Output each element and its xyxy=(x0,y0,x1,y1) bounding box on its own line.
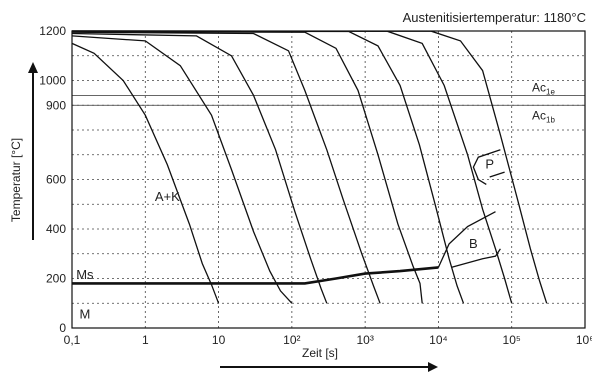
y-axis-arrow xyxy=(28,62,38,240)
y-tick-label: 200 xyxy=(46,272,66,286)
chart-title: Austenitisiertemperatur: 1180°C xyxy=(403,10,586,25)
y-tick-label: 900 xyxy=(46,98,66,112)
y-tick-label: 600 xyxy=(46,173,66,187)
cooling-curve xyxy=(71,30,513,304)
cooling-curve xyxy=(71,35,293,304)
x-tick-label: 0,1 xyxy=(64,333,81,347)
x-tick-label: 10⁶ xyxy=(576,333,592,347)
x-tick-label: 10³ xyxy=(356,333,373,347)
phase-boundary-b-end xyxy=(451,248,501,269)
cooling-curves xyxy=(71,30,548,304)
x-tick-label: 10⁴ xyxy=(429,333,448,347)
reference-line-label: Ac1b xyxy=(532,108,555,124)
reference-labels: Ac1e Ac1b xyxy=(532,80,555,124)
cooling-curve xyxy=(71,30,548,304)
x-tick-label: 10² xyxy=(283,333,300,347)
cooling-curve xyxy=(71,32,328,304)
reference-line-label: Ac1e xyxy=(532,80,555,96)
phase-boundary-b-start xyxy=(437,211,496,268)
tick-labels: 0,1 1 10 10² 10³ 10⁴ 10⁵ 10⁶ 0 200 400 600 900 1000 12… xyxy=(39,24,592,347)
y-tick-label: 400 xyxy=(46,222,66,236)
phase-boundary-p-start xyxy=(472,149,501,185)
cooling-curve xyxy=(71,42,220,304)
region-label: B xyxy=(469,236,478,251)
phase-boundary-ms xyxy=(72,266,439,285)
cooling-curve xyxy=(71,30,465,304)
region-labels: A+K P B Ms M xyxy=(76,157,494,322)
y-tick-label: 1000 xyxy=(39,74,66,88)
y-tick-label: 1200 xyxy=(39,24,66,38)
y-axis-label: Temperatur [°C] xyxy=(9,138,23,222)
cooling-curve xyxy=(71,31,381,304)
region-label: M xyxy=(79,306,90,321)
x-axis-label: Zeit [s] xyxy=(302,346,338,360)
x-tick-label: 10 xyxy=(212,333,226,347)
phase-boundary-p-end xyxy=(489,171,505,178)
region-label: Ms xyxy=(76,267,94,282)
region-label: A+K xyxy=(155,189,180,204)
x-axis-arrow xyxy=(220,362,438,372)
x-tick-label: 10⁵ xyxy=(503,333,521,347)
y-tick-label: 0 xyxy=(59,321,66,335)
region-label: P xyxy=(485,157,494,172)
phase-boundaries xyxy=(72,149,505,285)
reference-lines xyxy=(72,94,585,106)
x-tick-label: 1 xyxy=(142,333,149,347)
plot-frame xyxy=(71,30,586,329)
cooling-curve xyxy=(71,30,423,304)
